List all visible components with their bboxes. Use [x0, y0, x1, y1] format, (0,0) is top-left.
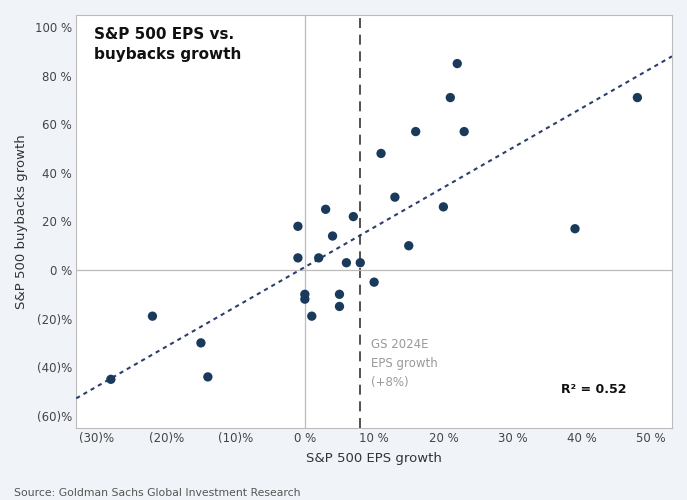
Point [403, 242, 414, 250]
Y-axis label: S&P 500 buybacks growth: S&P 500 buybacks growth [15, 134, 28, 309]
Point [293, 222, 304, 230]
Point [300, 290, 311, 298]
Point [306, 312, 317, 320]
Point [195, 339, 206, 347]
Text: R² = 0.52: R² = 0.52 [561, 384, 627, 396]
Point [452, 60, 463, 68]
Point [300, 295, 311, 303]
Point [293, 254, 304, 262]
Point [341, 258, 352, 266]
Point [334, 302, 345, 310]
Text: Source: Goldman Sachs Global Investment Research: Source: Goldman Sachs Global Investment … [14, 488, 300, 498]
Point [334, 290, 345, 298]
Point [105, 376, 116, 384]
Point [369, 278, 380, 286]
Point [348, 212, 359, 220]
Text: GS 2024E
EPS growth
(+8%): GS 2024E EPS growth (+8%) [371, 338, 438, 389]
Point [444, 94, 455, 102]
Point [459, 128, 470, 136]
Point [327, 232, 338, 240]
Point [147, 312, 158, 320]
Point [438, 203, 449, 211]
Point [354, 258, 365, 266]
Point [313, 254, 324, 262]
Text: S&P 500 EPS vs.
buybacks growth: S&P 500 EPS vs. buybacks growth [94, 28, 242, 62]
Point [632, 94, 643, 102]
Point [203, 373, 214, 381]
X-axis label: S&P 500 EPS growth: S&P 500 EPS growth [306, 452, 442, 465]
Point [410, 128, 421, 136]
Point [570, 224, 581, 232]
Point [320, 206, 331, 214]
Point [390, 193, 401, 201]
Point [376, 150, 387, 158]
